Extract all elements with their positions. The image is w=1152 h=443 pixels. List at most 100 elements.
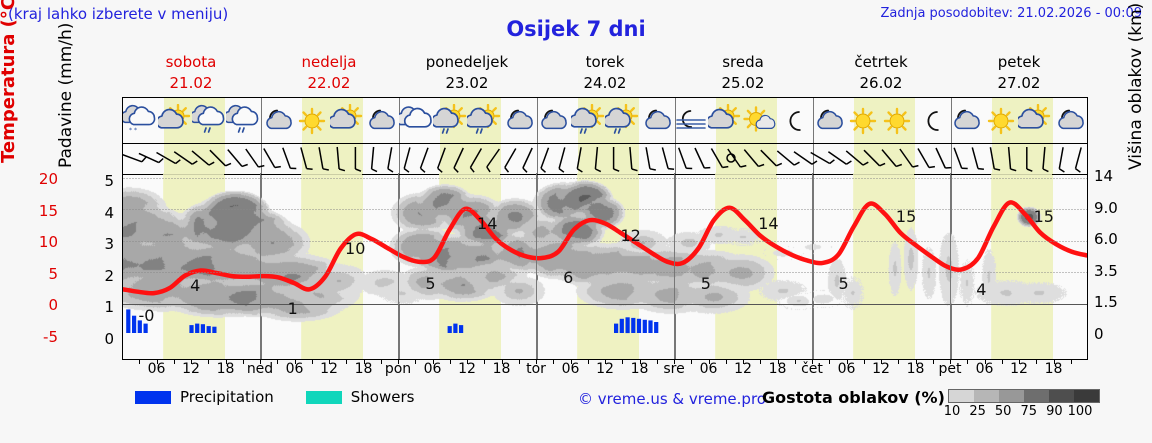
x-axis-tick [674,359,675,364]
gridline [123,304,1087,305]
wind-barb-feather [322,168,329,171]
weather-icon-sun [846,98,880,143]
wind-barb [436,147,446,169]
temperature-extreme-label: 5 [700,274,711,294]
wind-barb [540,147,550,169]
wind-barb [173,151,193,165]
gridline [123,241,1087,242]
wind-barb [263,148,276,168]
wind-barb-feather [558,168,565,173]
weather-icon-sun-cloud [708,98,742,143]
wind-barb [989,147,995,169]
gridline [123,209,1087,210]
wind-barb-feather [522,167,528,173]
wind-barb [760,149,777,167]
x-axis-label: 06 [975,361,994,377]
precipitation-bar [636,318,642,333]
wind-barb-feather [1010,168,1017,172]
x-axis-tick [846,359,848,364]
wind-barb [810,151,831,165]
legend-item-precipitation: Precipitation [135,388,274,406]
x-axis-label: pon [384,361,412,377]
x-axis-tick [415,359,417,364]
cloud-height-tick: 6.0 [1094,230,1118,248]
wind-barb [1007,146,1012,170]
x-axis-tick [639,359,641,364]
day-header-4: sreda 25.02 [674,52,812,97]
day-header-0: sobota 21.02 [122,52,260,97]
location-hint: (kraj lahko izberete v meniju) [8,5,229,23]
wind-barb-feather [811,160,818,165]
wind-barb-feather [1026,168,1033,172]
x-axis-tick [1001,359,1003,364]
weather-icon-fog [674,98,708,143]
x-axis-tick [260,359,261,364]
wind-barb [1074,147,1082,169]
x-axis-label: 18 [1044,361,1063,377]
temperature-tick: -5 [43,327,58,346]
cloud-height-axis-title: Višina oblakov (km) [1126,2,1146,170]
x-axis-label: 06 [837,361,856,377]
precipitation-bar [619,318,624,333]
wind-barb-feather [895,163,903,168]
wind-barb [209,149,227,167]
x-axis-label: 06 [285,361,304,377]
x-axis-tick [587,359,589,364]
x-axis-tick [794,359,796,364]
temperature-tick: 20 [38,170,58,188]
x-axis-tick [311,359,313,364]
wind-barb [917,148,930,168]
wind-barb [403,147,411,169]
day-date: 24.02 [583,74,627,92]
weather-icon-moon-cloud [502,98,536,143]
x-axis-label: 18 [354,361,373,377]
cloud-scale-step-2 [999,390,1024,402]
showers-legend-label: Showers [350,388,415,406]
weather-icon-cloudy-snow: * * [123,98,157,143]
weather-icon-moon [915,98,949,143]
x-axis-tick [570,359,572,364]
cloud-scale-label: 75 [1020,404,1038,419]
gridline [123,178,1087,179]
wind-barb [935,147,946,169]
svg-text:*: * [134,127,137,134]
wind-barb [138,152,160,164]
day-date: 25.02 [721,74,765,92]
wind-barb [743,149,759,167]
copyright-link[interactable]: © vreme.us & vreme.pro [578,390,766,408]
x-axis-tick [156,359,158,364]
last-updated-label: Zadnja posodobitev: 21.02.2026 - 00:09 [880,6,1142,21]
day-header-6: petek 27.02 [950,52,1088,97]
precipitation-tick: 5 [104,172,114,190]
x-axis-tick [967,359,969,364]
graph-day-separator [812,173,813,359]
x-axis-tick [139,359,141,364]
x-axis-label: 12 [458,361,476,377]
wind-barb [370,146,375,170]
wind-barb [677,147,687,169]
x-axis-label: 06 [423,361,442,377]
x-axis-label: čet [801,361,823,377]
cloud-density-layer [123,173,1087,359]
x-axis-label: sre [663,361,685,377]
wind-barb [645,147,651,169]
x-axis-label: 12 [596,361,614,377]
precipitation-bar [631,317,636,333]
cloud-scale-label: 50 [994,404,1012,419]
weather-icon-cloudy-rain [192,98,226,143]
precipitation-tick: 0 [104,329,114,348]
x-axis-tick [725,359,727,364]
weather-icon-sun-cloud-rain [467,98,501,143]
x-axis-label: ned [246,361,274,377]
temperature-curve-layer [123,200,1087,296]
temperature-extreme-label: 15 [1033,207,1054,227]
x-axis-label: 12 [320,361,338,377]
wind-barb-feather [141,156,147,163]
x-axis-label: 18 [216,361,235,377]
x-axis-tick [380,359,382,364]
wind-barb [899,148,914,168]
x-axis-label: 12 [1010,361,1028,377]
wind-barb-feather [668,167,675,171]
precipitation-bar [447,326,452,333]
precipitation-bar [200,324,205,333]
